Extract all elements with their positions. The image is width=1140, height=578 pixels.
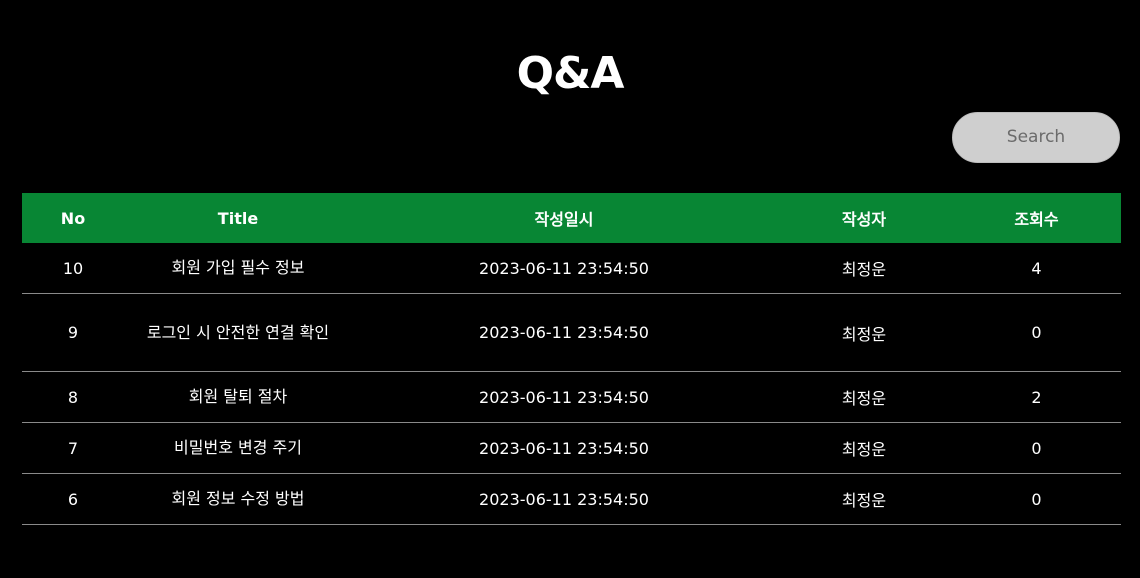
cell-date: 2023-06-11 23:54:50 [352, 293, 776, 372]
post-title-link[interactable]: 회원 정보 수정 방법 [171, 489, 305, 508]
cell-no: 7 [22, 422, 124, 474]
cell-title[interactable]: 회원 가입 필수 정보 [124, 243, 352, 294]
cell-views: 0 [952, 293, 1121, 372]
table-row[interactable]: 9 로그인 시 안전한 연결 확인 2023-06-11 23:54:50 최정… [22, 293, 1121, 372]
cell-no: 6 [22, 473, 124, 525]
cell-author: 최정운 [776, 371, 952, 423]
cell-no: 10 [22, 243, 124, 294]
cell-title[interactable]: 로그인 시 안전한 연결 확인 [124, 293, 352, 372]
cell-author: 최정운 [776, 473, 952, 525]
cell-date: 2023-06-11 23:54:50 [352, 422, 776, 474]
table-row[interactable]: 10 회원 가입 필수 정보 2023-06-11 23:54:50 최정운 4 [22, 243, 1121, 294]
cell-views: 0 [952, 473, 1121, 525]
search-button[interactable]: Search [952, 112, 1120, 163]
post-title-link[interactable]: 로그인 시 안전한 연결 확인 [146, 322, 330, 342]
cell-date: 2023-06-11 23:54:50 [352, 371, 776, 423]
cell-date: 2023-06-11 23:54:50 [352, 473, 776, 525]
post-title-link[interactable]: 회원 가입 필수 정보 [171, 258, 305, 277]
qa-table: No Title 작성일시 작성자 조회수 10 회원 가입 필수 정보 202… [22, 193, 1121, 525]
table-row[interactable]: 8 회원 탈퇴 절차 2023-06-11 23:54:50 최정운 2 [22, 371, 1121, 423]
cell-author: 최정운 [776, 243, 952, 294]
column-header-no: No [22, 193, 124, 243]
column-header-author: 작성자 [776, 193, 952, 243]
table-header: No Title 작성일시 작성자 조회수 [22, 193, 1121, 243]
cell-views: 0 [952, 422, 1121, 474]
cell-views: 2 [952, 371, 1121, 423]
cell-views: 4 [952, 243, 1121, 294]
column-header-date: 작성일시 [352, 193, 776, 243]
cell-title[interactable]: 비밀번호 변경 주기 [124, 422, 352, 474]
cell-date: 2023-06-11 23:54:50 [352, 243, 776, 294]
table-row[interactable]: 6 회원 정보 수정 방법 2023-06-11 23:54:50 최정운 0 [22, 473, 1121, 525]
header-row: No Title 작성일시 작성자 조회수 [22, 193, 1121, 243]
cell-author: 최정운 [776, 293, 952, 372]
post-title-link[interactable]: 회원 탈퇴 절차 [188, 387, 288, 406]
cell-title[interactable]: 회원 탈퇴 절차 [124, 371, 352, 423]
column-header-views: 조회수 [952, 193, 1121, 243]
table-body: 10 회원 가입 필수 정보 2023-06-11 23:54:50 최정운 4… [22, 243, 1121, 525]
cell-title[interactable]: 회원 정보 수정 방법 [124, 473, 352, 525]
post-title-link[interactable]: 비밀번호 변경 주기 [174, 438, 302, 457]
cell-no: 8 [22, 371, 124, 423]
table-row[interactable]: 7 비밀번호 변경 주기 2023-06-11 23:54:50 최정운 0 [22, 422, 1121, 474]
cell-no: 9 [22, 293, 124, 372]
column-header-title: Title [124, 193, 352, 243]
page-title: Q&A [516, 48, 625, 99]
cell-author: 최정운 [776, 422, 952, 474]
